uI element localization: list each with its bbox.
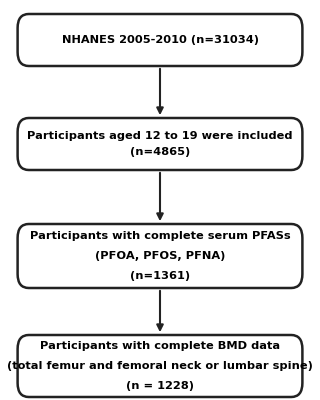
Text: (n=1361): (n=1361) [130, 272, 190, 282]
Text: (n=4865): (n=4865) [130, 147, 190, 157]
Text: (total femur and femoral neck or lumbar spine): (total femur and femoral neck or lumbar … [7, 361, 313, 371]
Text: Participants with complete BMD data: Participants with complete BMD data [40, 341, 280, 351]
Text: NHANES 2005-2010 (n=31034): NHANES 2005-2010 (n=31034) [61, 35, 259, 45]
FancyBboxPatch shape [18, 335, 302, 397]
FancyBboxPatch shape [18, 118, 302, 170]
FancyBboxPatch shape [18, 224, 302, 288]
Text: Participants with complete serum PFASs: Participants with complete serum PFASs [30, 230, 290, 240]
Text: Participants aged 12 to 19 were included: Participants aged 12 to 19 were included [27, 131, 293, 141]
Text: (n = 1228): (n = 1228) [126, 381, 194, 391]
Text: (PFOA, PFOS, PFNA): (PFOA, PFOS, PFNA) [95, 251, 225, 261]
FancyBboxPatch shape [18, 14, 302, 66]
